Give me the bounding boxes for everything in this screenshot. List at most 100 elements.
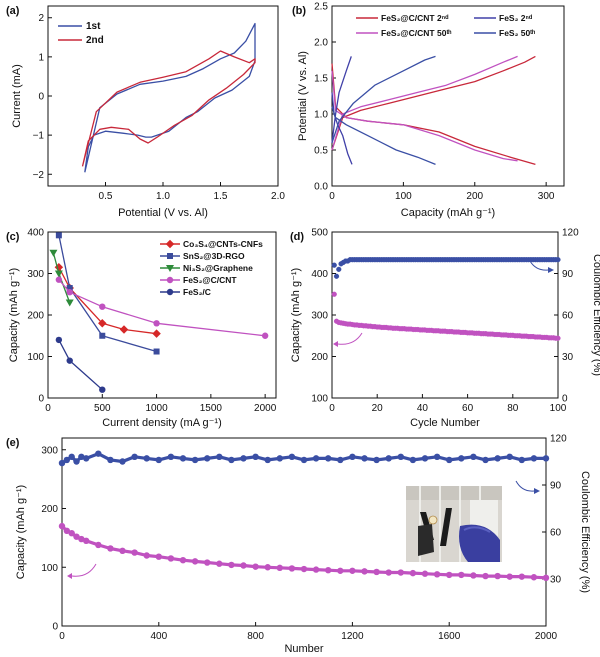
ce-point — [252, 453, 259, 460]
panel-c-label: (c) — [6, 231, 20, 243]
ce-point — [331, 262, 337, 268]
ce-point — [470, 453, 477, 460]
rate-point — [119, 325, 129, 334]
rate-point — [55, 276, 63, 283]
rate-line-4 — [58, 339, 103, 391]
ce-point — [542, 455, 550, 462]
rate-line-1 — [58, 235, 157, 353]
gcd-charge-curve-0 — [331, 55, 536, 151]
y-tick-label: 0 — [38, 92, 44, 103]
y2-tick-label: 90 — [550, 481, 562, 492]
inset-clip-right — [440, 508, 452, 546]
ce-point — [506, 453, 513, 460]
panel-c-ylabel: Capacity (mAh g⁻¹) — [8, 268, 20, 362]
panel-b-legend: FeS₂@C/CNT 2ⁿᵈ FeS₂@C/CNT 50ᵗʰ FeS₂ 2ⁿᵈ … — [356, 13, 535, 38]
capacity-point — [542, 574, 550, 582]
panel-a-ylabel: Current (mA) — [11, 64, 23, 128]
legend-label-fes2c: FeS₂/C — [183, 287, 211, 297]
y-tick-label: 300 — [41, 445, 58, 456]
y-tick-label: 400 — [311, 269, 328, 280]
y2-tick-label: 120 — [550, 434, 567, 445]
gcd-discharge-curve-0 — [331, 63, 536, 166]
rate-point — [153, 320, 160, 327]
capacity-point — [63, 527, 71, 535]
rate-line-0 — [58, 266, 157, 335]
panel-b-label: (b) — [292, 5, 306, 17]
capacity-point — [240, 562, 247, 569]
ce-point — [73, 458, 80, 465]
legend-label-fes2-50th: FeS₂ 50ᵗʰ — [499, 28, 535, 38]
capacity-point — [252, 563, 259, 570]
cv-curve-1st — [84, 22, 256, 173]
y-tick-label: 1 — [38, 52, 44, 63]
x-tick-label: 100 — [395, 191, 412, 202]
capacity-point — [204, 559, 211, 566]
y2-tick-label: 30 — [550, 575, 562, 586]
x-tick-label: 1.5 — [214, 191, 228, 202]
ce-point — [333, 273, 340, 279]
capacity-point — [95, 541, 102, 549]
ce-point — [216, 453, 223, 460]
panel-e-y2label: Coulombic Efficiency (%) — [579, 471, 591, 593]
ce-point — [58, 459, 66, 467]
y-tick-label: 400 — [27, 228, 44, 239]
capacity-point — [119, 547, 126, 554]
panel-d-xlabel: Cycle Number — [410, 417, 480, 429]
y2-tick-label: 90 — [562, 269, 574, 280]
ce-point — [518, 456, 525, 464]
legend-marker-sns2 — [167, 253, 173, 259]
rate-point — [152, 329, 161, 338]
x-tick-label: 0 — [59, 631, 65, 642]
rate-point — [54, 270, 63, 278]
ce-point — [446, 456, 453, 464]
capacity-point — [58, 522, 66, 530]
legend-label-co3s4: Co₃S₄@CNTs-CNFs — [183, 239, 263, 249]
capacity-point — [337, 567, 344, 574]
rate-point — [99, 386, 106, 393]
y-tick-label: 500 — [311, 228, 328, 239]
y-tick-label: 0.5 — [314, 146, 328, 157]
x-tick-label: 20 — [372, 403, 384, 414]
y-tick-label: 0.0 — [314, 182, 328, 193]
panel-e-arrowhead-capacity — [67, 573, 72, 579]
y2-tick-label: 0 — [562, 394, 568, 405]
capacity-point — [373, 568, 380, 576]
x-tick-label: 2000 — [535, 631, 558, 642]
x-tick-label: 1200 — [341, 631, 364, 642]
panel-c-legend: Co₃S₄@CNTs-CNFs SnS₂@3D-RGO Ni₃S₂@Graphe… — [160, 239, 263, 297]
gcd-charge-curve-1 — [331, 55, 518, 151]
y-tick-label: 0 — [38, 394, 44, 405]
ce-point — [433, 453, 441, 460]
panel-d-arrow-ce — [529, 260, 549, 271]
ce-point — [361, 455, 368, 462]
panel-e-arrowhead-ce — [534, 488, 540, 494]
y-tick-label: 1.0 — [314, 110, 328, 121]
capacity-point — [216, 560, 223, 567]
legend-marker-fes2cc — [166, 276, 174, 284]
panel-d-y2label: Coulombic Efficiency (%) — [591, 254, 600, 376]
ce-point — [276, 455, 283, 462]
legend-label-fes2cc-50th: FeS₂@C/CNT 50ᵗʰ — [381, 28, 451, 38]
ce-point — [421, 455, 429, 462]
x-tick-label: 800 — [247, 631, 264, 642]
y-tick-label: 100 — [311, 394, 328, 405]
x-tick-label: 1500 — [200, 403, 223, 414]
y-tick-label: 2.5 — [314, 2, 328, 13]
y-tick-label: 2 — [38, 13, 44, 24]
capacity-point — [83, 537, 90, 545]
ce-point — [228, 456, 235, 464]
ce-point — [300, 456, 308, 464]
panel-d-label: (d) — [290, 231, 304, 243]
y-tick-label: 300 — [311, 311, 328, 322]
ce-point — [325, 455, 332, 462]
panel-c: (c) 0 500 1000 1500 2000 0 100 200 300 400 Co₃S₄@… — [6, 228, 277, 430]
capacity-point — [470, 572, 477, 579]
x-tick-label: 2000 — [254, 403, 277, 414]
capacity-point — [530, 574, 538, 581]
legend-label-sns2: SnS₂@3D-RGO — [183, 251, 245, 261]
capacity-point — [397, 569, 404, 576]
panel-a-xlabel: Potential (V vs. Al) — [118, 207, 208, 219]
legend-label-ni3s2: Ni₃S₂@Graphene — [183, 263, 253, 273]
ce-point — [204, 455, 211, 462]
rate-point — [99, 332, 106, 339]
